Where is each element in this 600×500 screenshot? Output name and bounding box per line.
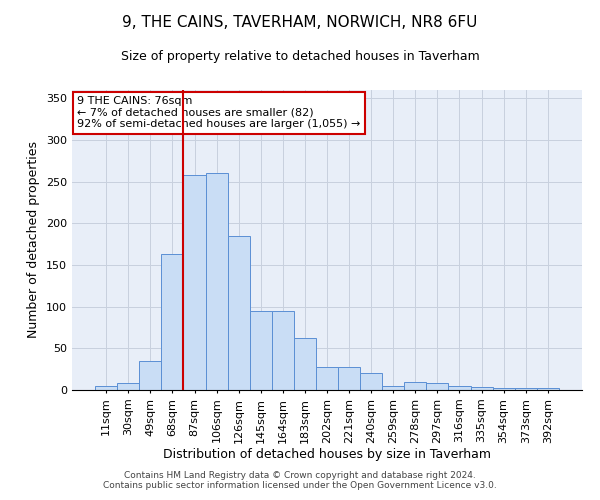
Bar (250, 311, 272, 390)
Bar (515, 388, 537, 390)
Bar (537, 388, 559, 390)
Bar (470, 386, 493, 390)
Bar (427, 384, 448, 390)
Bar (272, 311, 294, 390)
Text: 9 THE CAINS: 76sqm
← 7% of detached houses are smaller (82)
92% of semi-detached: 9 THE CAINS: 76sqm ← 7% of detached hous… (77, 96, 361, 129)
Bar (316, 366, 338, 390)
Bar (493, 388, 515, 390)
Text: 9, THE CAINS, TAVERHAM, NORWICH, NR8 6FU: 9, THE CAINS, TAVERHAM, NORWICH, NR8 6FU (122, 15, 478, 30)
Bar (227, 236, 250, 390)
Bar (161, 254, 184, 390)
Bar (360, 374, 382, 390)
Bar (448, 386, 470, 390)
Y-axis label: Number of detached properties: Number of detached properties (28, 142, 40, 338)
Bar (404, 382, 427, 390)
Bar (184, 175, 206, 390)
Bar (206, 172, 227, 390)
Bar (382, 386, 404, 390)
X-axis label: Distribution of detached houses by size in Taverham: Distribution of detached houses by size … (163, 448, 491, 462)
Bar (117, 384, 139, 390)
Bar (294, 338, 316, 390)
Bar (338, 366, 360, 390)
Bar (139, 361, 161, 390)
Bar (95, 386, 117, 390)
Text: Contains HM Land Registry data © Crown copyright and database right 2024.
Contai: Contains HM Land Registry data © Crown c… (103, 470, 497, 490)
Text: Size of property relative to detached houses in Taverham: Size of property relative to detached ho… (121, 50, 479, 63)
